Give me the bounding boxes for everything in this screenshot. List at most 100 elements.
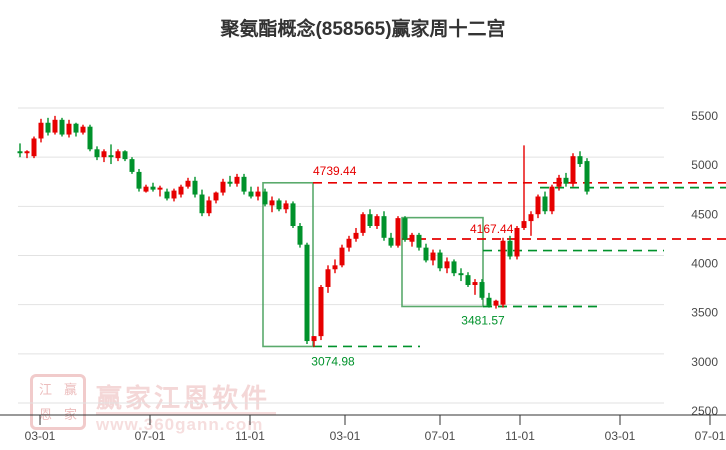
candle bbox=[346, 235, 352, 252]
candle-body bbox=[178, 186, 184, 195]
candle bbox=[24, 150, 30, 159]
candle bbox=[577, 151, 583, 167]
candle-body bbox=[584, 161, 590, 192]
watermark-rule bbox=[96, 412, 276, 415]
candle-body bbox=[388, 237, 394, 246]
candle-body bbox=[220, 181, 226, 193]
candle-body bbox=[262, 191, 268, 205]
annotation-label: 3481.57 bbox=[461, 313, 505, 327]
candle bbox=[528, 211, 534, 236]
candle-body bbox=[507, 240, 513, 257]
candle bbox=[535, 194, 541, 219]
candle-body bbox=[367, 214, 373, 226]
candle-body bbox=[150, 186, 156, 190]
candle-body bbox=[465, 275, 471, 285]
candle bbox=[521, 145, 527, 230]
candle bbox=[227, 175, 233, 187]
candle bbox=[563, 172, 569, 187]
watermark-brand: 赢家江恩软件 bbox=[96, 383, 271, 413]
candle-body bbox=[486, 297, 492, 306]
candle bbox=[570, 153, 576, 187]
candle bbox=[262, 188, 268, 207]
candle-body bbox=[164, 191, 170, 199]
candle-body bbox=[269, 200, 275, 206]
y-axis-tick-label: 2500 bbox=[691, 404, 718, 418]
candle bbox=[465, 272, 471, 287]
candle bbox=[213, 191, 219, 204]
candle-body bbox=[535, 196, 541, 215]
candle-body bbox=[346, 238, 352, 248]
candle bbox=[178, 184, 184, 198]
x-axis-tick-label: 07-01 bbox=[425, 429, 456, 443]
candle bbox=[444, 257, 450, 274]
candle bbox=[395, 216, 401, 248]
candle-body bbox=[227, 181, 233, 184]
watermark-seal: 江 赢 恩 家 bbox=[30, 374, 86, 430]
candle-body bbox=[332, 265, 338, 270]
candle-body bbox=[402, 218, 408, 240]
candle bbox=[402, 216, 408, 242]
candle-body bbox=[192, 180, 198, 195]
candle bbox=[367, 209, 373, 228]
candle-body bbox=[101, 151, 107, 158]
candle-body bbox=[136, 171, 142, 189]
candle-body bbox=[122, 151, 128, 160]
candle bbox=[500, 237, 506, 308]
y-axis-tick-label: 3500 bbox=[691, 306, 718, 320]
y-axis-tick-label: 4500 bbox=[691, 207, 718, 221]
candle-body bbox=[108, 155, 114, 158]
candle bbox=[479, 279, 485, 300]
candle-body bbox=[66, 123, 72, 135]
candle bbox=[423, 243, 429, 263]
candle bbox=[248, 186, 254, 199]
candle-body bbox=[374, 216, 380, 226]
candle bbox=[388, 232, 394, 248]
candle bbox=[122, 150, 128, 162]
candle-body bbox=[423, 247, 429, 261]
candle-body bbox=[206, 200, 212, 214]
candle bbox=[339, 244, 345, 268]
candle bbox=[276, 198, 282, 212]
candle-body bbox=[185, 180, 191, 187]
candle-body bbox=[59, 119, 65, 135]
candle-body bbox=[437, 252, 443, 269]
candle-body bbox=[290, 203, 296, 226]
candle bbox=[129, 157, 135, 174]
candle bbox=[87, 124, 93, 152]
x-axis-tick-label: 11-01 bbox=[235, 429, 265, 443]
candle bbox=[353, 227, 359, 242]
candle bbox=[199, 189, 205, 217]
candle-body bbox=[31, 138, 37, 157]
candle-body bbox=[479, 282, 485, 298]
candle-body bbox=[199, 194, 205, 214]
candle bbox=[493, 299, 499, 309]
candle-body bbox=[283, 203, 289, 210]
candle-body bbox=[297, 226, 303, 245]
candle bbox=[108, 144, 114, 165]
candle-body bbox=[143, 186, 149, 192]
candle-body bbox=[115, 151, 121, 159]
candle bbox=[143, 184, 149, 193]
candle bbox=[283, 200, 289, 214]
candle-body bbox=[563, 177, 569, 184]
candle bbox=[542, 191, 548, 215]
candle bbox=[556, 174, 562, 191]
candle bbox=[437, 249, 443, 272]
candle-body bbox=[311, 336, 317, 342]
candle-body bbox=[339, 247, 345, 266]
annotation-label: 3074.98 bbox=[311, 354, 355, 368]
candle-body bbox=[444, 261, 450, 269]
page-title: 聚氨酯概念(858565)赢家周十二宫 bbox=[220, 19, 506, 40]
candle bbox=[59, 117, 65, 137]
candle-body bbox=[24, 151, 30, 154]
candle bbox=[486, 292, 492, 308]
seal-char-1: 赢 bbox=[63, 382, 77, 397]
candle-body bbox=[157, 187, 163, 190]
candle bbox=[472, 279, 478, 295]
candle-body bbox=[17, 151, 23, 154]
candle bbox=[409, 232, 415, 247]
candle bbox=[290, 201, 296, 228]
candle-body bbox=[234, 176, 240, 184]
candle-body bbox=[241, 176, 247, 192]
x-axis-tick-label: 07-01 bbox=[135, 429, 166, 443]
